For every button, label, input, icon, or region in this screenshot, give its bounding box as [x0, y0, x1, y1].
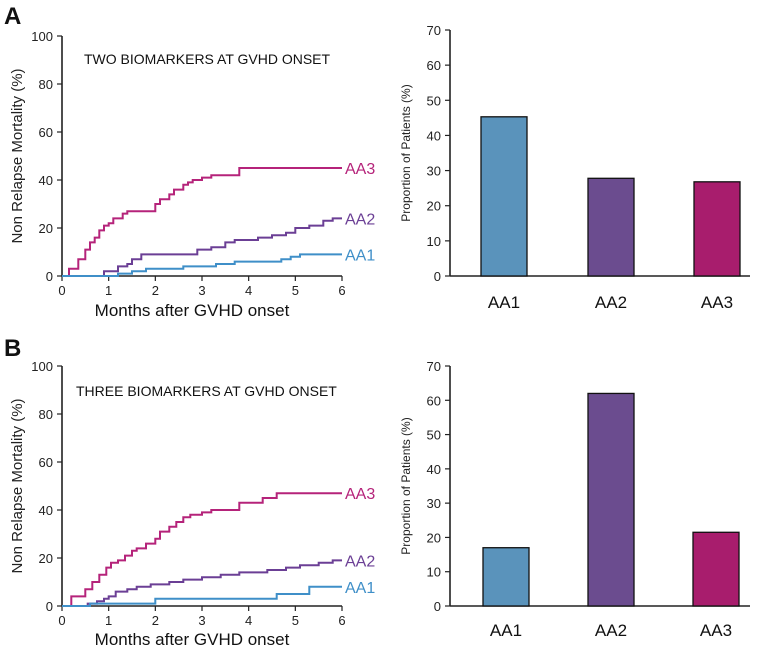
y-tick-label: 10 — [427, 234, 441, 249]
panel-label: A — [4, 3, 21, 30]
y-tick-label: 70 — [427, 359, 441, 374]
series-line-aa2 — [62, 559, 342, 607]
panel-label: B — [4, 335, 21, 362]
x-tick-label: 6 — [338, 613, 345, 628]
x-tick-label: 6 — [338, 283, 345, 298]
y-tick-label: 80 — [39, 407, 53, 422]
y-tick-label: 0 — [434, 269, 441, 284]
series-label-aa1: AA1 — [345, 247, 375, 264]
y-tick-label: 50 — [427, 428, 441, 443]
y-tick-label: 40 — [427, 462, 441, 477]
y-tick-label: 70 — [427, 23, 441, 38]
y-tick-label: 20 — [427, 199, 441, 214]
chart-title: THREE BIOMARKERS AT GVHD ONSET — [76, 383, 337, 399]
y-tick-label: 30 — [427, 496, 441, 511]
bar-aa3 — [693, 181, 741, 277]
series-line-aa1 — [62, 585, 342, 607]
x-tick-label: 2 — [152, 283, 159, 298]
y-tick-label: 50 — [427, 93, 441, 108]
y-tick-label: 80 — [39, 77, 53, 92]
series-line-aa2 — [62, 217, 342, 277]
y-tick-label: 0 — [46, 269, 53, 284]
x-tick-label: 5 — [292, 283, 299, 298]
y-tick-label: 40 — [39, 503, 53, 518]
x-tick-label: 0 — [58, 283, 65, 298]
y-axis-label: Proportion of Patients (%) — [399, 84, 413, 221]
y-tick-label: 60 — [427, 393, 441, 408]
y-tick-label: 30 — [427, 164, 441, 179]
series-line-aa1 — [62, 253, 342, 277]
bar-aa3 — [692, 531, 740, 607]
bar-aa2 — [587, 177, 635, 277]
bar-aa2 — [587, 392, 635, 607]
category-label: AA1 — [488, 293, 520, 312]
x-tick-label: 4 — [245, 613, 252, 628]
series-label-aa2: AA2 — [345, 211, 375, 228]
y-axis-label: Non Relapse Mortality (%) — [9, 68, 26, 243]
bar-aa1 — [482, 547, 530, 607]
y-tick-label: 40 — [427, 128, 441, 143]
category-label: AA1 — [490, 621, 522, 640]
y-tick-label: 0 — [46, 599, 53, 614]
x-axis-label: Months after GVHD onset — [95, 630, 290, 649]
series-label-aa3: AA3 — [345, 161, 375, 178]
x-tick-label: 5 — [292, 613, 299, 628]
series-label-aa3: AA3 — [345, 486, 375, 503]
category-label: AA2 — [595, 621, 627, 640]
y-tick-label: 60 — [39, 455, 53, 470]
series-label-aa2: AA2 — [345, 553, 375, 570]
y-axis-label: Proportion of Patients (%) — [399, 417, 413, 554]
chart-title: TWO BIOMARKERS AT GVHD ONSET — [84, 51, 331, 67]
x-tick-label: 0 — [58, 613, 65, 628]
x-tick-label: 4 — [245, 283, 252, 298]
x-tick-label: 3 — [198, 613, 205, 628]
x-axis-label: Months after GVHD onset — [95, 301, 290, 320]
series-label-aa1: AA1 — [345, 580, 375, 597]
y-axis-label: Non Relapse Mortality (%) — [9, 398, 26, 573]
x-tick-label: 3 — [198, 283, 205, 298]
x-tick-label: 1 — [105, 283, 112, 298]
series-line-aa3 — [62, 492, 342, 607]
bar-aa1 — [480, 116, 528, 277]
category-label: AA3 — [700, 621, 732, 640]
y-tick-label: 100 — [31, 29, 53, 44]
y-tick-label: 40 — [39, 173, 53, 188]
x-tick-label: 1 — [105, 613, 112, 628]
category-label: AA2 — [595, 293, 627, 312]
x-tick-label: 2 — [152, 613, 159, 628]
series-line-aa3 — [62, 167, 342, 277]
y-tick-label: 60 — [39, 125, 53, 140]
chart-A-bar: 0 10 20 30 40 50 60 70 Proportion of Patients (%… — [399, 23, 750, 312]
y-tick-label: 20 — [39, 221, 53, 236]
y-tick-label: 60 — [427, 58, 441, 73]
y-tick-label: 0 — [434, 599, 441, 614]
y-tick-label: 100 — [31, 359, 53, 374]
category-label: AA3 — [701, 293, 733, 312]
y-tick-label: 20 — [39, 551, 53, 566]
y-tick-label: 20 — [427, 530, 441, 545]
chart-B-bar: 0 10 20 30 40 50 60 70 Proportion of Patients (%… — [399, 359, 750, 640]
y-tick-label: 10 — [427, 565, 441, 580]
